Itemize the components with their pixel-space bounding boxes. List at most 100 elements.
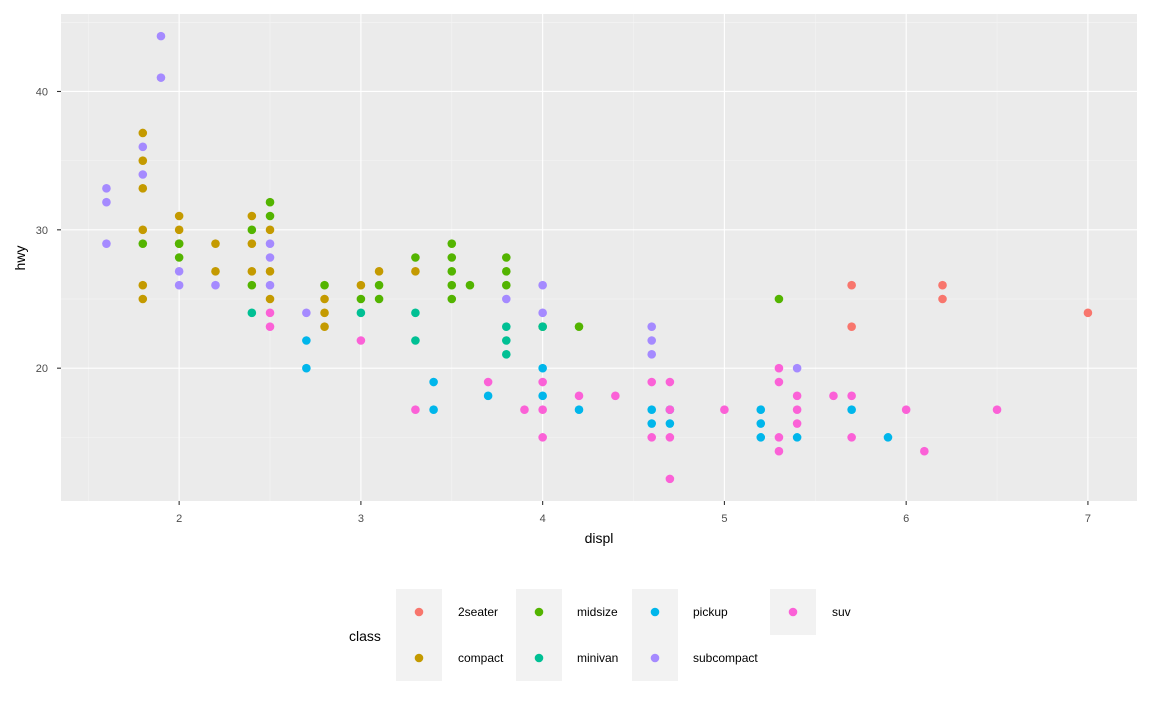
data-point-pickup: [647, 405, 657, 414]
data-point-minivan: [502, 336, 511, 345]
data-point-midsize: [447, 280, 457, 290]
data-point-midsize: [374, 294, 384, 304]
data-point-midsize: [265, 211, 275, 221]
data-point-midsize: [356, 294, 366, 304]
data-point-pickup: [756, 419, 766, 428]
legend-swatch-2seater: [414, 607, 424, 617]
data-point-compact: [138, 184, 148, 193]
data-point-pickup: [483, 391, 493, 401]
data-point-suv: [792, 405, 802, 414]
data-point-compact: [356, 280, 366, 290]
data-point-compact: [138, 225, 148, 235]
data-point-2seater: [847, 280, 856, 290]
legend-label-compact: compact: [458, 651, 504, 665]
data-point-subcompact: [792, 363, 802, 373]
data-point-subcompact: [647, 336, 657, 345]
data-point-suv: [774, 363, 784, 373]
data-point-midsize: [265, 197, 275, 207]
data-point-suv: [774, 433, 784, 442]
data-point-suv: [774, 377, 784, 387]
data-point-subcompact: [265, 239, 275, 248]
data-point-suv: [792, 419, 802, 428]
legend-title: class: [349, 628, 381, 644]
data-point-suv: [847, 433, 856, 442]
data-point-suv: [611, 391, 620, 401]
data-point-suv: [411, 405, 420, 414]
data-point-pickup: [429, 405, 438, 414]
data-point-suv: [538, 405, 547, 414]
data-point-subcompact: [156, 73, 166, 82]
data-point-pickup: [847, 405, 856, 414]
data-point-subcompact: [102, 184, 111, 193]
data-point-minivan: [356, 308, 366, 318]
data-point-subcompact: [302, 308, 311, 318]
legend-label-2seater: 2seater: [458, 605, 498, 619]
data-point-midsize: [774, 294, 784, 304]
data-point-midsize: [465, 280, 475, 290]
data-point-pickup: [538, 391, 547, 401]
data-point-2seater: [938, 294, 947, 304]
data-point-subcompact: [102, 197, 111, 207]
legend: class 2seater compact midsize minivan pickup…: [349, 589, 851, 681]
minor-grid: [61, 14, 1137, 501]
data-point-compact: [411, 267, 420, 276]
data-point-subcompact: [647, 322, 657, 331]
data-point-compact: [320, 322, 329, 331]
data-point-minivan: [411, 336, 420, 345]
data-point-pickup: [574, 405, 584, 414]
data-point-subcompact: [538, 308, 547, 318]
data-point-compact: [265, 294, 275, 304]
data-point-midsize: [447, 294, 457, 304]
data-point-subcompact: [211, 280, 220, 290]
data-point-midsize: [574, 322, 584, 331]
legend-label-subcompact: subcompact: [693, 651, 758, 665]
data-point-compact: [211, 267, 220, 276]
data-point-compact: [320, 308, 329, 318]
legend-label-midsize: midsize: [577, 605, 618, 619]
data-point-minivan: [411, 308, 420, 318]
legend-swatch-compact: [414, 653, 424, 663]
legend-label-pickup: pickup: [693, 605, 728, 619]
data-point-compact: [374, 267, 384, 276]
legend-label-suv: suv: [832, 605, 851, 619]
data-point-subcompact: [174, 280, 184, 290]
data-point-suv: [847, 391, 856, 401]
legend-swatch-pickup: [650, 607, 660, 617]
data-point-midsize: [320, 280, 329, 290]
legend-swatch-subcompact: [650, 653, 660, 663]
data-point-suv: [665, 433, 675, 442]
data-point-compact: [247, 239, 257, 248]
major-grid: [61, 14, 1137, 501]
x-axis: 2 3 4 5 6 7: [176, 501, 1091, 525]
data-point-suv: [665, 377, 675, 387]
data-point-compact: [320, 294, 329, 304]
data-point-compact: [174, 211, 184, 221]
x-tick-label: 5: [721, 513, 727, 525]
data-point-pickup: [429, 377, 438, 387]
data-point-midsize: [247, 280, 257, 290]
data-point-compact: [265, 225, 275, 235]
legend-swatch-midsize: [534, 607, 544, 617]
data-point-compact: [247, 267, 257, 276]
data-point-subcompact: [138, 142, 148, 152]
data-point-pickup: [538, 363, 547, 373]
data-point-compact: [211, 239, 220, 248]
data-point-suv: [265, 322, 275, 331]
data-point-pickup: [756, 405, 766, 414]
data-point-suv: [901, 405, 911, 414]
data-point-midsize: [502, 280, 511, 290]
data-point-compact: [138, 280, 148, 290]
data-point-midsize: [502, 253, 511, 262]
data-point-compact: [138, 156, 148, 165]
data-point-2seater: [1083, 308, 1093, 318]
data-point-midsize: [374, 280, 384, 290]
x-tick-label: 7: [1085, 513, 1091, 525]
data-point-midsize: [247, 225, 257, 235]
data-point-suv: [520, 405, 529, 414]
data-point-compact: [138, 128, 148, 138]
data-point-compact: [265, 267, 275, 276]
data-point-subcompact: [647, 350, 657, 359]
x-axis-title: displ: [585, 530, 614, 546]
x-tick-label: 3: [358, 513, 364, 525]
data-point-suv: [829, 391, 838, 401]
